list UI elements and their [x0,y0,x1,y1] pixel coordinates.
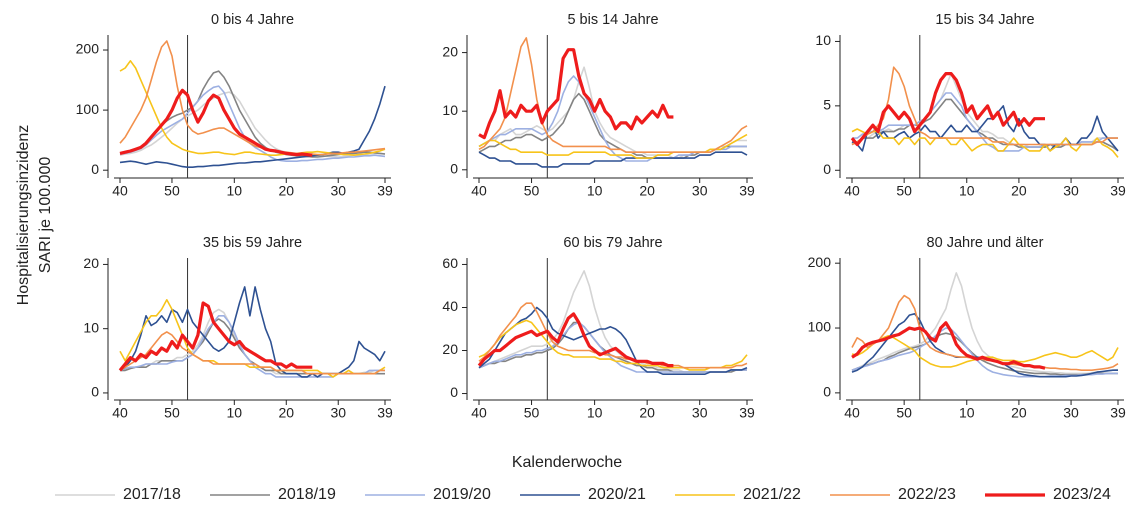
y-tick-label: 0 [450,160,458,176]
series-line [851,321,1046,370]
x-tick-label: 50 [164,183,180,199]
x-tick-label: 10 [959,405,975,421]
series-line [851,128,1119,158]
y-tick-label: 0 [823,161,831,177]
x-tick-label: 20 [1011,183,1027,199]
x-tick-label: 30 [330,183,346,199]
x-tick-label: 20 [639,183,655,199]
y-tick-label: 0 [450,384,458,400]
x-tick-label: 10 [959,183,975,199]
series-line [118,301,313,372]
x-tick-label: 50 [896,183,912,199]
x-tick-label: 20 [278,183,294,199]
panel-title: 15 bis 34 Jahre [935,12,1034,28]
series-line [851,272,1119,375]
legend-label: 2022/23 [898,486,956,503]
x-tick-label: 30 [330,405,346,421]
x-tick-label: 39 [1110,405,1126,421]
y-tick-label: 200 [76,41,100,57]
series-line [850,71,1045,147]
y-tick-label: 100 [76,101,100,117]
series-line [119,88,313,157]
series-line [478,37,748,153]
x-tick-label: 39 [377,405,393,421]
y-tick-label: 100 [808,319,832,335]
panel-title: 35 bis 59 Jahre [203,235,302,251]
x-tick-label: 10 [587,183,603,199]
y-tick-label: 0 [91,384,99,400]
x-tick-label: 40 [112,405,128,421]
y-tick-label: 10 [815,32,831,48]
series-line [478,75,747,162]
series-line [851,66,1118,146]
legend-label: 2019/20 [433,486,491,503]
y-tick-label: 0 [91,161,99,177]
y-tick-label: 10 [83,319,99,335]
x-tick-label: 50 [896,405,912,421]
x-tick-label: 50 [164,405,180,421]
series-line [478,48,674,140]
panel-title: 5 bis 14 Jahre [567,12,658,28]
y-tick-label: 5 [823,97,831,113]
x-tick-label: 10 [227,405,243,421]
x-tick-label: 39 [739,405,755,421]
x-axis-title: Kalenderwoche [512,454,622,471]
x-tick-label: 40 [471,405,487,421]
y-tick-label: 60 [442,255,458,271]
x-tick-label: 30 [1063,405,1079,421]
x-tick-label: 40 [112,183,128,199]
x-tick-label: 39 [377,183,393,199]
legend-label: 2017/18 [123,486,181,503]
legend-label: 2018/19 [278,486,336,503]
series-line [478,321,747,373]
legend-label: 2020/21 [588,486,646,503]
y-axis-title: SARI je 100.000 [37,157,54,274]
x-tick-label: 40 [471,183,487,199]
x-tick-label: 20 [639,405,655,421]
panel-title: 60 bis 79 Jahre [563,235,662,251]
series-line [478,319,748,371]
x-tick-label: 39 [739,183,755,199]
x-tick-label: 20 [278,405,294,421]
series-line [478,306,748,376]
y-tick-label: 20 [83,255,99,271]
x-tick-label: 40 [844,183,860,199]
y-tick-label: 20 [442,43,458,59]
series-line [119,91,386,158]
y-tick-label: 0 [823,384,831,400]
series-line [119,59,386,156]
series-line [478,302,748,369]
series-line [478,151,748,168]
x-tick-label: 10 [587,405,603,421]
y-tick-label: 200 [808,254,832,270]
series-line [119,40,386,156]
series-line [119,331,385,375]
series-line [119,286,386,378]
x-tick-label: 30 [1063,183,1079,199]
series-line [478,321,747,373]
x-tick-label: 30 [692,405,708,421]
x-tick-label: 30 [692,183,708,199]
y-tick-label: 10 [442,102,458,118]
x-tick-label: 20 [1011,405,1027,421]
y-tick-label: 40 [442,298,458,314]
panel-title: 0 bis 4 Jahre [211,12,294,28]
x-tick-label: 10 [227,183,243,199]
x-tick-label: 39 [1110,183,1126,199]
y-axis-title: Hospitalisierungsinzidenz [15,125,32,306]
series-line [477,312,674,368]
x-tick-label: 50 [524,405,540,421]
y-tick-label: 20 [442,341,458,357]
legend-label: 2021/22 [743,486,801,503]
panel-title: 80 Jahre und älter [927,235,1044,251]
legend-label: 2023/24 [1053,486,1111,503]
series-line [120,318,385,375]
x-tick-label: 50 [524,183,540,199]
x-tick-label: 40 [844,405,860,421]
